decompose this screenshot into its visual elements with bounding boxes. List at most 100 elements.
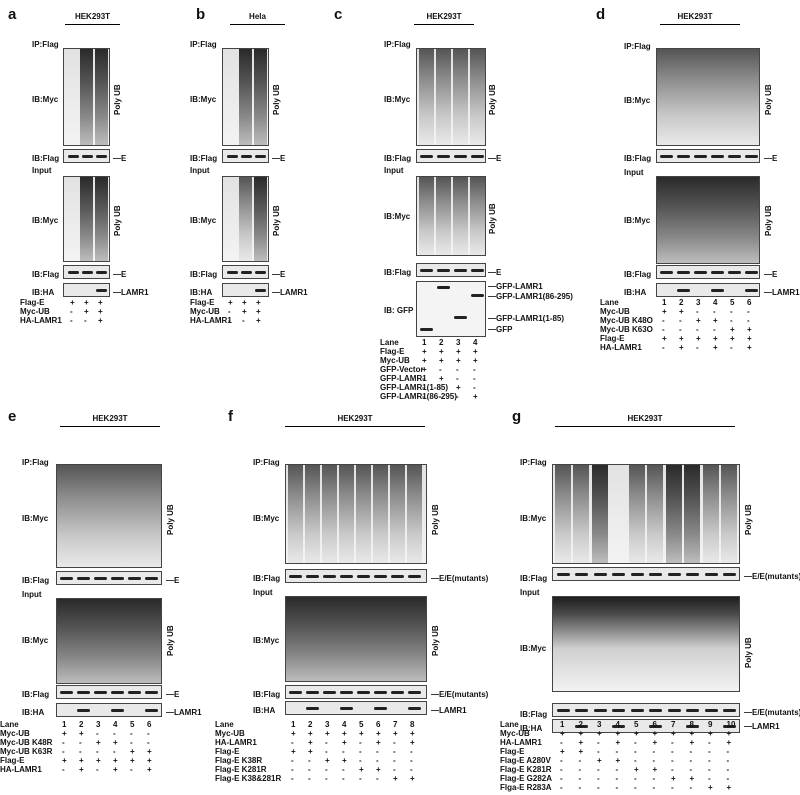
blot-flag-ip	[656, 149, 760, 163]
ib-myc-label: IB:Myc	[190, 216, 217, 225]
condition-row-mark: +	[747, 343, 752, 352]
condition-row-mark: +	[342, 756, 347, 765]
gfp-lamr1-1-85-label: —GFP-LAMR1(1-85)	[488, 314, 565, 323]
blot-ub-input	[552, 596, 740, 692]
ib-myc-label: IB:Myc	[384, 212, 411, 221]
ib-myc-label: IB:Myc	[32, 95, 59, 104]
ip-label: IP:Flag	[253, 458, 280, 467]
blot-ub-input	[285, 596, 427, 682]
condition-row-mark: +	[376, 729, 381, 738]
condition-row-mark: -	[662, 343, 665, 352]
condition-row-mark: +	[410, 738, 415, 747]
condition-row-mark: -	[393, 765, 396, 774]
condition-row-mark: +	[730, 334, 735, 343]
cell-line-title: HEK293T	[92, 414, 128, 423]
condition-row-mark: -	[634, 738, 637, 747]
condition-row-mark: -	[726, 756, 730, 765]
condition-row-mark: +	[662, 334, 667, 343]
condition-row-mark: +	[113, 756, 118, 765]
condition-row-mark: +	[456, 383, 461, 392]
condition-row-mark: -	[708, 774, 711, 783]
blot-ub-ip	[63, 48, 110, 146]
condition-row-mark: +	[597, 729, 602, 738]
lane-row-mark: 1	[560, 720, 565, 729]
condition-row-mark: +	[726, 738, 732, 747]
condition-row-mark: -	[359, 774, 362, 783]
condition-row-mark: -	[652, 774, 656, 783]
lane-row-mark: 3	[696, 298, 701, 307]
band-lamr1-label: —LAMR1	[764, 288, 800, 297]
condition-row-mark: -	[410, 756, 413, 765]
blot-flag-input	[222, 265, 269, 279]
condition-row-mark: -	[242, 316, 245, 325]
condition-row-mark: -	[652, 756, 656, 765]
condition-row-mark: -	[410, 747, 413, 756]
poly-ub-label: Poly UB	[764, 84, 773, 115]
ib-flag-label: IB:Flag	[253, 574, 281, 583]
condition-row-mark: -	[79, 738, 82, 747]
input-label: Input	[520, 588, 540, 597]
poly-ub-label: Poly UB	[166, 504, 175, 535]
ib-flag-label: IB:Flag	[253, 690, 281, 699]
poly-ub-label: Poly UB	[431, 625, 440, 656]
condition-row-mark: -	[597, 765, 600, 774]
lane-row-mark: 8	[410, 720, 415, 729]
condition-row-mark: +	[291, 729, 296, 738]
input-label: Input	[190, 166, 210, 175]
poly-ub-label: Poly UB	[744, 504, 753, 535]
panel-d: d HEK293T IP:Flag Poly UB IB:Myc IB:Flag…	[590, 0, 800, 370]
blot-flag-input	[656, 265, 760, 279]
condition-row-mark: +	[597, 756, 602, 765]
ib-flag-label: IB:Flag	[190, 270, 218, 279]
poly-ub-label: Poly UB	[764, 205, 773, 236]
lane-row-mark: 6	[376, 720, 381, 729]
lane-row-mark: 3	[96, 720, 101, 729]
condition-row-label: GFP-LAMR1(86-295)	[380, 392, 457, 401]
condition-row-mark: -	[679, 316, 682, 325]
condition-row-mark: +	[634, 729, 639, 738]
condition-row-mark: -	[325, 738, 328, 747]
band-e-label: —E/E(mutants)	[431, 574, 489, 583]
poly-ub-label: Poly UB	[488, 84, 497, 115]
condition-row-mark: +	[79, 729, 84, 738]
condition-row-mark: -	[70, 307, 73, 316]
condition-row-mark: -	[615, 774, 619, 783]
condition-row-mark: -	[671, 756, 674, 765]
condition-row-mark: -	[597, 738, 600, 747]
condition-row-mark: -	[708, 747, 711, 756]
condition-row-mark: +	[130, 747, 135, 756]
condition-row-mark: -	[439, 392, 442, 401]
condition-row-mark: -	[359, 756, 362, 765]
band-lamr1-label: —LAMR1	[431, 706, 467, 715]
condition-row-mark: +	[422, 347, 427, 356]
ib-flag-label: IB:Flag	[520, 710, 548, 719]
ib-myc-label: IB:Myc	[520, 644, 547, 653]
condition-row-mark: -	[359, 738, 362, 747]
condition-row-mark: -	[696, 307, 699, 316]
condition-row-mark: +	[359, 765, 364, 774]
condition-row-mark: -	[456, 392, 459, 401]
band-e-label: —E/E(mutants)	[744, 708, 800, 717]
condition-row-mark: +	[113, 765, 118, 774]
condition-row-mark: -	[634, 783, 637, 792]
lane-row-mark: 6	[747, 298, 752, 307]
band-e-label: —E	[488, 154, 502, 163]
condition-row-mark: -	[747, 316, 750, 325]
blot-ha	[552, 719, 740, 733]
lane-row-mark: 4	[342, 720, 347, 729]
condition-row-label: Myc-UB K48O	[600, 316, 653, 325]
condition-row-mark: +	[422, 365, 427, 374]
condition-row-mark: +	[747, 334, 752, 343]
lane-row-label: Lane	[600, 298, 619, 307]
band-lamr1-label: —LAMR1	[113, 288, 149, 297]
blot-flag-ip	[56, 571, 162, 585]
poly-ub-label: Poly UB	[744, 637, 753, 668]
ib-myc-label: IB:Myc	[32, 216, 59, 225]
blot-ub-input	[656, 176, 760, 264]
condition-row-mark: +	[98, 316, 103, 325]
condition-row-mark: -	[376, 774, 379, 783]
condition-row-label: Flag-E	[215, 747, 240, 756]
condition-row-mark: +	[98, 298, 103, 307]
condition-row-mark: -	[689, 756, 693, 765]
condition-row-mark: +	[147, 756, 152, 765]
